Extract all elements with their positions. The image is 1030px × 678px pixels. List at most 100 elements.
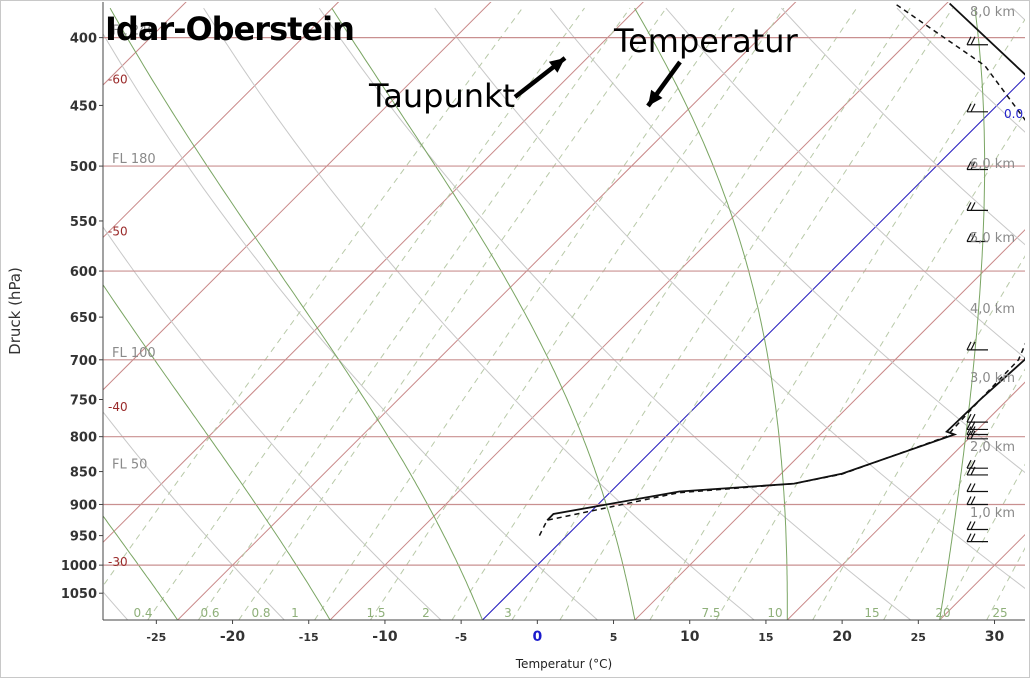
y-tick-label: 700 [70,354,97,369]
y-tick-label: 900 [70,498,97,513]
isotherm-line [329,2,949,620]
y-tick-label: 400 [70,32,97,47]
annotation-taupunkt: Taupunkt [368,77,515,115]
mixing-ratio-label: 2 [422,606,430,620]
isotherm-label: -30 [108,555,128,569]
wind-barb-flag [970,161,976,170]
mixing-ratio-label: 1.5 [366,606,385,620]
plot-area [103,2,1025,620]
isotherm-line [103,2,340,239]
isotherm-line [103,2,187,86]
mixing-ratio-label: 7.5 [701,606,720,620]
annotation-temperatur: Temperatur [613,22,799,60]
wind-barb-flag [966,430,972,440]
y-tick-label: 950 [70,530,97,545]
mixing-ratio-line [147,7,585,620]
mixing-ratio-label: 25 [992,606,1007,620]
chart-title: Idar-Oberstein [105,10,354,48]
isotherm-line [634,229,1025,620]
wind-barb-flag [966,421,972,430]
profile-taupunkt [538,2,1025,536]
isotherm-label: -60 [108,72,128,86]
height-label: 4,0 km [970,302,1015,317]
x-tick-label: 20 [832,629,852,645]
mixing-ratio-line [103,7,523,587]
height-label: 6,0 km [970,157,1015,172]
height-label: 2,0 km [970,440,1015,455]
wind-barb-flag [966,521,972,530]
mixing-ratio-label: 10 [767,606,782,620]
wind-barb-flag [970,521,976,530]
x-tick-label: -5 [455,631,467,644]
wind-barb-flag [970,496,976,505]
dry-adiabat-line [103,226,442,620]
wind-barb-flag [966,459,972,469]
wind-barb-flag [966,533,972,542]
isotherm-label: -50 [108,224,128,238]
zero-isotherm-line [481,76,1025,620]
x-tick-label: 15 [758,631,773,644]
flight-level-label: FL 240 [112,24,156,39]
zero-isotherm-label: 0.0 [1004,107,1023,121]
wind-barb-flag [970,483,976,492]
y-tick-label: 650 [70,311,97,326]
x-tick-label: -10 [372,629,398,645]
flight-level-label: FL 100 [112,346,156,361]
wind-barb-flag [966,233,972,242]
x-tick-label: 0 [532,629,542,645]
labels: FL 240 FL 180 FL 100 FL 50 -60 -50 -40 -30 8,0 k… [108,5,1023,620]
y-tick-label: 550 [70,215,97,230]
moist-adiabat-line [103,283,331,620]
x-tick-label: 30 [985,629,1005,645]
mixing-ratio-label: 15 [864,606,879,620]
wind-barb-flag [970,202,976,211]
flight-level-label: FL 50 [112,458,147,473]
wind-barb-flag [966,202,972,211]
arrow-temperatur-head [648,89,663,106]
flight-level-label: FL 180 [112,152,156,167]
wind-barbs [966,36,988,543]
wind-barb-flag [966,161,972,170]
wind-barb-flag [966,103,972,113]
mixing-ratio-label: 0.8 [251,606,270,620]
mixing-ratio-line [314,7,735,620]
y-tick-label: 800 [70,431,97,446]
y-tick-label: 500 [70,160,97,175]
wind-barb-flag [970,430,976,440]
y-tick-label: 450 [70,99,97,114]
wind-barb-flag [966,426,972,435]
x-tick-label: 5 [610,631,618,644]
x-tick-label: -20 [220,629,246,645]
height-label: 5,0 km [970,231,1015,246]
wind-barb-flag [970,459,976,469]
dry-adiabat-line [103,411,285,620]
mixing-ratio-label: 1 [291,606,299,620]
isotherm-line [103,2,492,391]
profile-temperatur [546,2,1025,521]
wind-barb-flag [966,496,972,505]
annotations: Idar-Oberstein Temperatur Taupunkt [105,10,799,115]
isotherm-line [786,381,1025,620]
mixing-ratio-line [559,7,954,620]
x-tick-label: 25 [911,631,926,644]
profiles [538,2,1025,536]
y-axis-title: Druck (hPa) [6,267,24,355]
wind-barb-flag [966,466,972,476]
height-label: 1,0 km [970,506,1015,521]
x-tick-label: -25 [146,631,166,644]
mixing-ratio-line [369,7,785,620]
wind-barb-flag [970,413,976,423]
wind-barb-flag [970,36,976,46]
height-label: 3,0 km [970,371,1015,386]
mixing-ratio-label: 0.4 [133,606,152,620]
x-axis-title: Temperatur (°C) [515,657,612,671]
axes: 4004505005506006507007508008509009501000… [6,2,1025,671]
wind-barb-flag [970,533,976,542]
mixing-ratio-label: 3 [504,606,512,620]
height-label: 8,0 km [970,5,1015,20]
y-tick-label: 600 [70,265,97,280]
arrow-taupunkt-head [548,58,565,73]
isotherm-line [176,2,797,620]
y-tick-label: 1050 [61,587,97,602]
